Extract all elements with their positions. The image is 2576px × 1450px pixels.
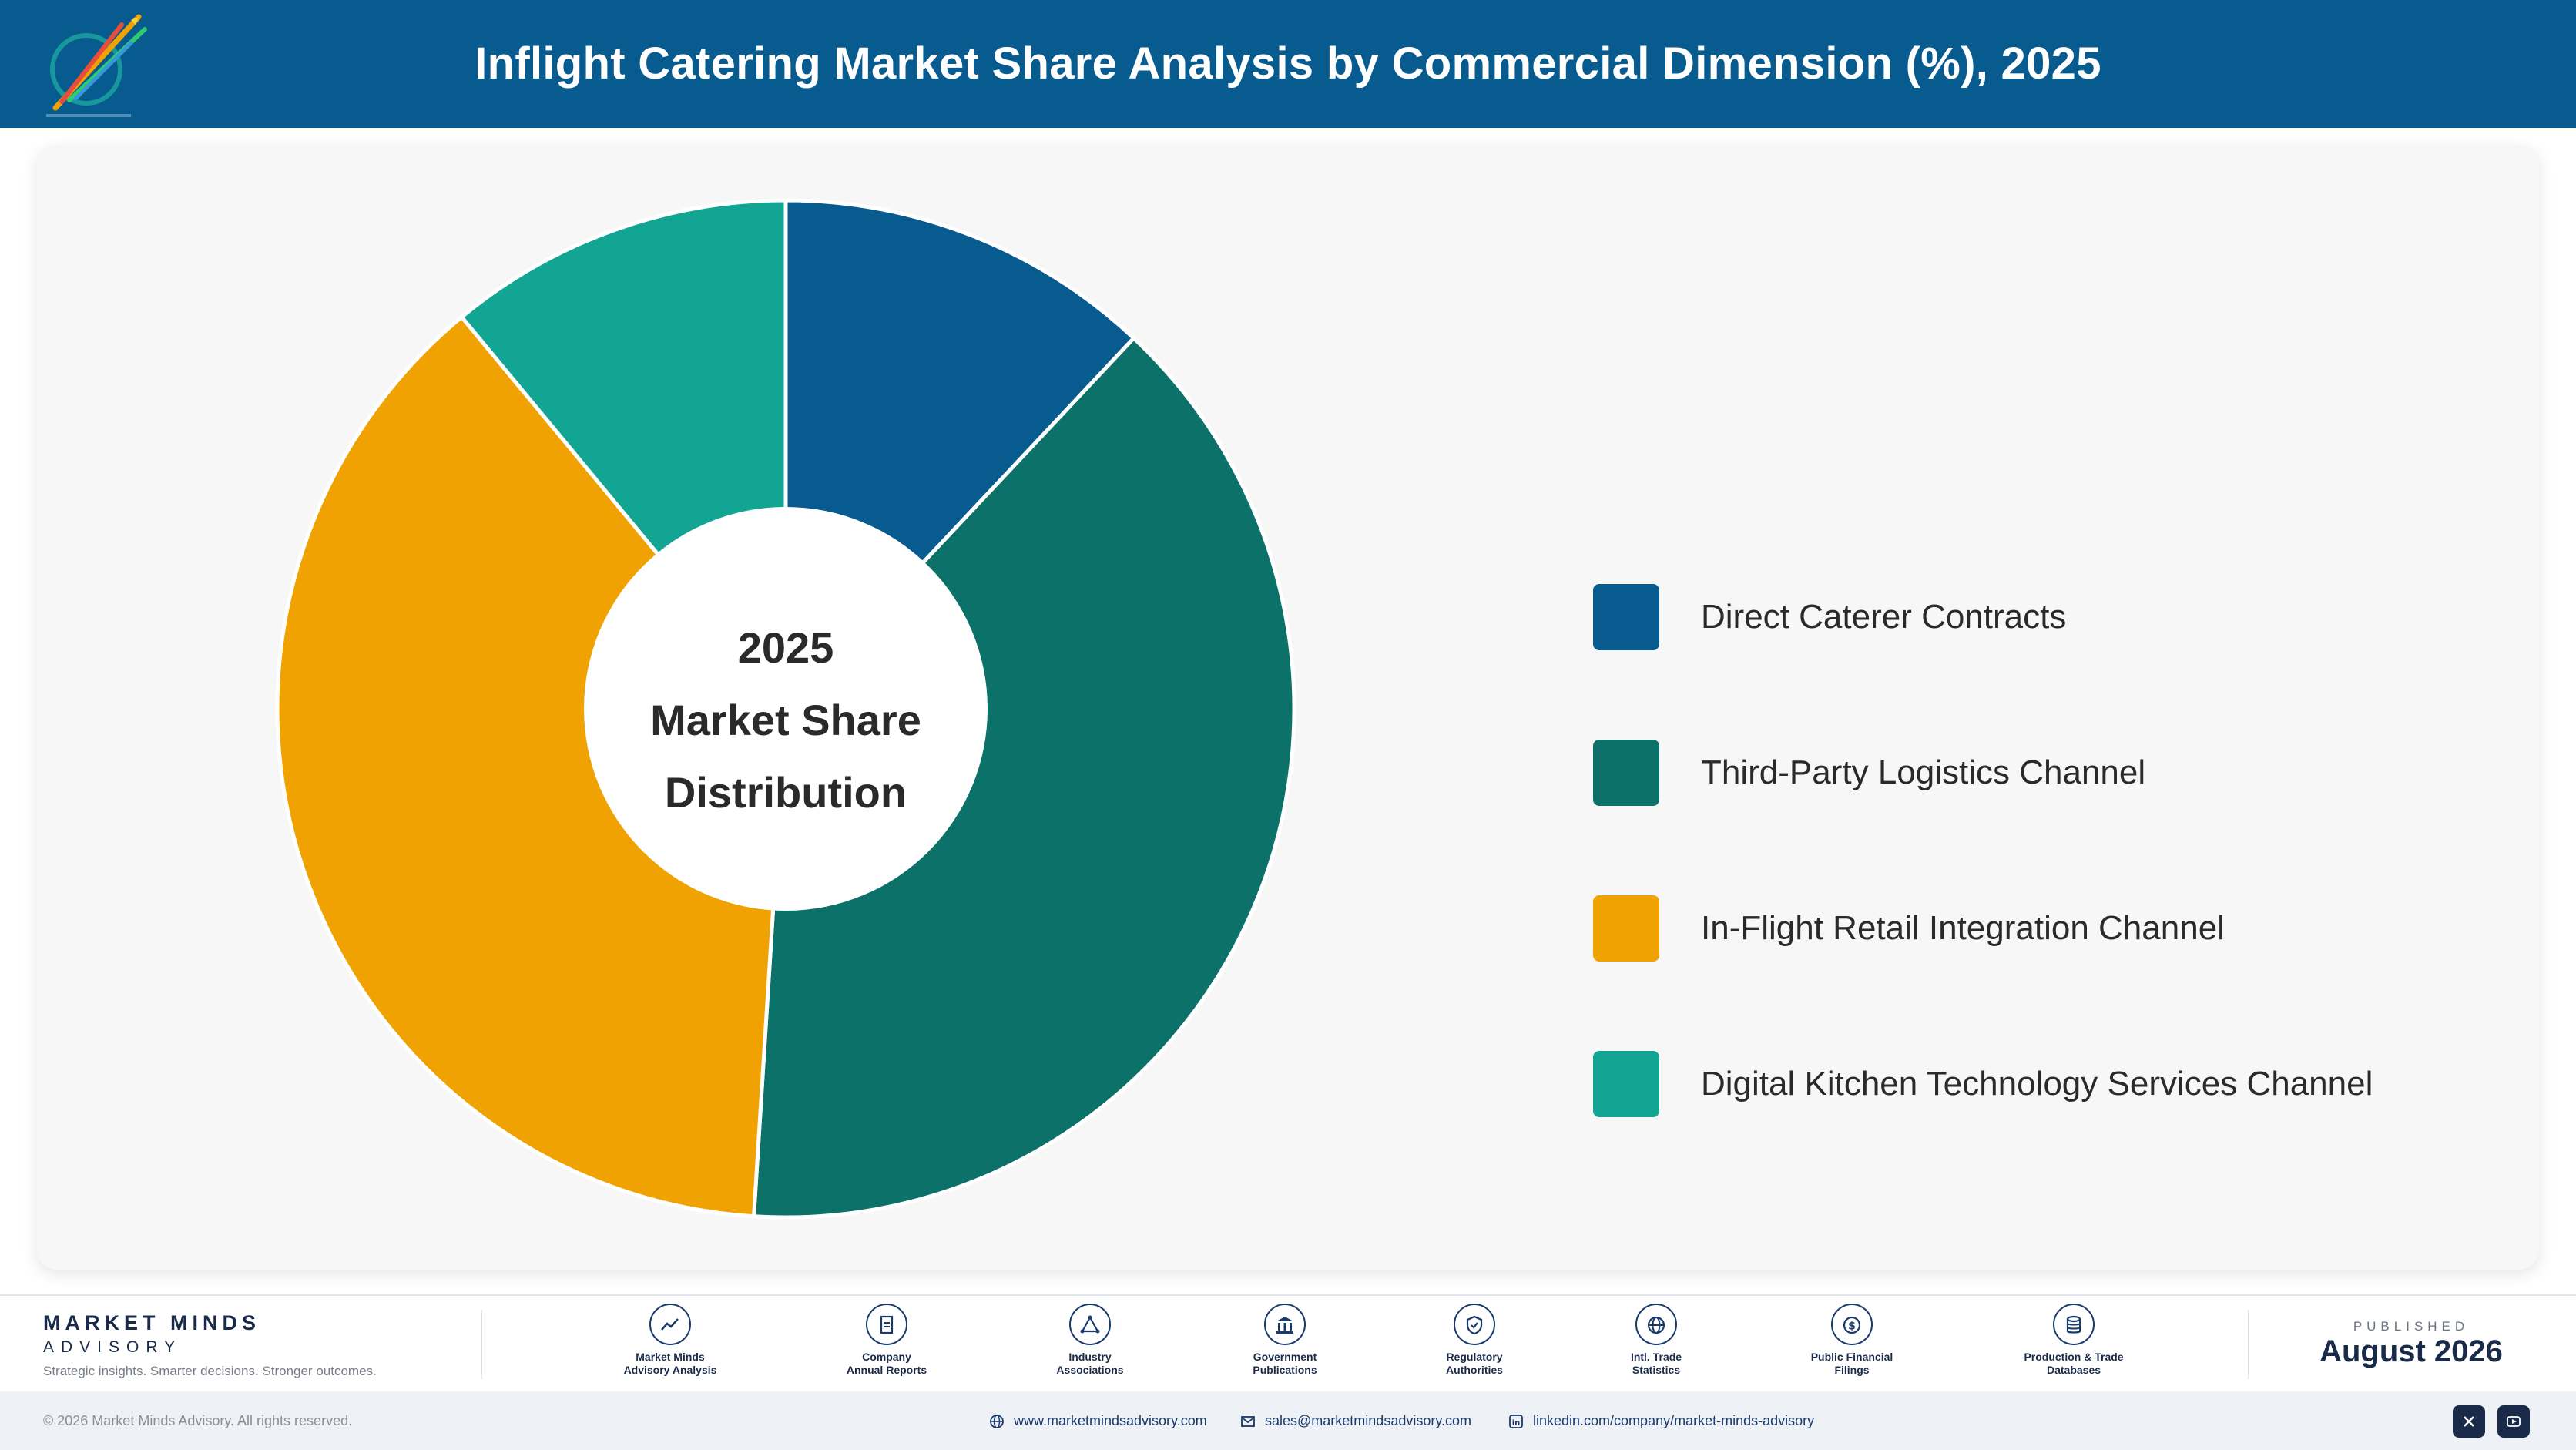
database-icon bbox=[2053, 1304, 2095, 1345]
source-company-reports: Company Annual Reports bbox=[802, 1304, 971, 1377]
source-regulatory-authorities: Regulatory Authorities bbox=[1390, 1304, 1559, 1377]
legend-item-inflight-retail[interactable]: In-Flight Retail Integration Channel bbox=[1593, 895, 2517, 963]
mail-icon bbox=[1241, 1416, 1255, 1428]
footer-divider bbox=[2248, 1310, 2249, 1379]
source-label: Company Annual Reports bbox=[846, 1351, 927, 1376]
slice-inflight-retail[interactable] bbox=[275, 314, 788, 1219]
source-market-minds-analysis: Market Minds Advisory Analysis bbox=[585, 1304, 755, 1377]
legend-label: Digital Kitchen Technology Services Chan… bbox=[1701, 1065, 2373, 1103]
slice-third-party-logistics[interactable] bbox=[751, 335, 1296, 1220]
source-label: Industry Associations bbox=[1056, 1351, 1124, 1376]
donut-chart: 2025 Market Share Distribution bbox=[275, 198, 1296, 1220]
source-label: Market Minds Advisory Analysis bbox=[623, 1351, 717, 1376]
legend-swatch bbox=[1593, 584, 1659, 650]
source-label: Public Financial Filings bbox=[1810, 1351, 1893, 1376]
header-bar: Inflight Catering Market Share Analysis … bbox=[0, 0, 2576, 128]
footer-contact-bar: © 2026 Market Minds Advisory. All rights… bbox=[0, 1391, 2576, 1450]
source-industry-associations: Industry Associations bbox=[1005, 1304, 1175, 1377]
globe-icon bbox=[1635, 1304, 1677, 1345]
website-text: www.marketmindsadvisory.com bbox=[1014, 1413, 1207, 1428]
source-label: Production & Trade Databases bbox=[2024, 1351, 2124, 1376]
x-social-button[interactable] bbox=[2453, 1405, 2485, 1438]
published-date: August 2026 bbox=[2319, 1334, 2503, 1368]
legend-item-digital-kitchen[interactable]: Digital Kitchen Technology Services Chan… bbox=[1593, 1051, 2517, 1119]
published-label: PUBLISHED bbox=[2353, 1319, 2470, 1334]
footer-sources-bar: MARKET MINDS ADVISORY Strategic insights… bbox=[0, 1294, 2576, 1391]
brand-tagline: Strategic insights. Smarter decisions. S… bbox=[43, 1364, 377, 1378]
legend-item-direct-caterer[interactable]: Direct Caterer Contracts bbox=[1593, 584, 2517, 652]
dollar-coin-icon: $ bbox=[1831, 1304, 1873, 1345]
source-public-financial-filings: $ Public Financial Filings bbox=[1767, 1304, 1937, 1377]
x-icon bbox=[2464, 1416, 2474, 1427]
email-link[interactable]: sales@marketmindsadvisory.com bbox=[1240, 1391, 1471, 1450]
linkedin-icon: in bbox=[1509, 1415, 1523, 1429]
document-icon bbox=[866, 1304, 907, 1345]
company-logo bbox=[46, 14, 147, 117]
brand-name: MARKET MINDS bbox=[43, 1311, 260, 1334]
legend-label: Direct Caterer Contracts bbox=[1701, 598, 2067, 636]
shield-check-icon bbox=[1454, 1304, 1495, 1345]
source-label: Regulatory Authorities bbox=[1446, 1351, 1503, 1376]
chart-card: 2025 Market Share Distribution Direct Ca… bbox=[37, 145, 2539, 1270]
legend-item-third-party-logistics[interactable]: Third-Party Logistics Channel bbox=[1593, 740, 2517, 807]
source-label: Intl. Trade Statistics bbox=[1630, 1351, 1682, 1376]
donut-hole bbox=[584, 507, 988, 911]
brand-subtitle: ADVISORY bbox=[43, 1338, 183, 1356]
svg-text:in: in bbox=[1512, 1419, 1521, 1428]
chart-title: Inflight Catering Market Share Analysis … bbox=[475, 39, 2101, 89]
footer-divider bbox=[481, 1310, 482, 1379]
center-label-line-2: Market Share bbox=[650, 696, 921, 744]
source-production-trade-databases: Production & Trade Databases bbox=[1989, 1304, 2158, 1377]
linkedin-link[interactable]: in linkedin.com/company/market-minds-advi… bbox=[1508, 1391, 1814, 1450]
source-government-publications: Government Publications bbox=[1200, 1304, 1370, 1377]
legend-swatch bbox=[1593, 1051, 1659, 1117]
youtube-social-button[interactable] bbox=[2497, 1405, 2530, 1438]
center-label-line-1: 2025 bbox=[738, 623, 834, 672]
copyright-text: © 2026 Market Minds Advisory. All rights… bbox=[43, 1413, 353, 1428]
network-icon bbox=[1069, 1304, 1111, 1345]
globe-icon bbox=[990, 1415, 1004, 1429]
svg-text:$: $ bbox=[1848, 1321, 1856, 1333]
chart-line-icon bbox=[649, 1304, 691, 1345]
website-link[interactable]: www.marketmindsadvisory.com bbox=[989, 1391, 1207, 1450]
source-trade-statistics: Intl. Trade Statistics bbox=[1571, 1304, 1741, 1377]
email-text: sales@marketmindsadvisory.com bbox=[1265, 1413, 1472, 1428]
legend-swatch bbox=[1593, 895, 1659, 962]
legend-label: Third-Party Logistics Channel bbox=[1701, 754, 2146, 791]
center-label-line-3: Distribution bbox=[665, 768, 907, 817]
source-label: Government Publications bbox=[1253, 1351, 1317, 1376]
legend-swatch bbox=[1593, 740, 1659, 806]
legend-label: In-Flight Retail Integration Channel bbox=[1701, 909, 2225, 947]
linkedin-text: linkedin.com/company/market-minds-adviso… bbox=[1533, 1413, 1815, 1428]
government-building-icon bbox=[1264, 1304, 1306, 1345]
youtube-icon bbox=[2507, 1416, 2521, 1427]
